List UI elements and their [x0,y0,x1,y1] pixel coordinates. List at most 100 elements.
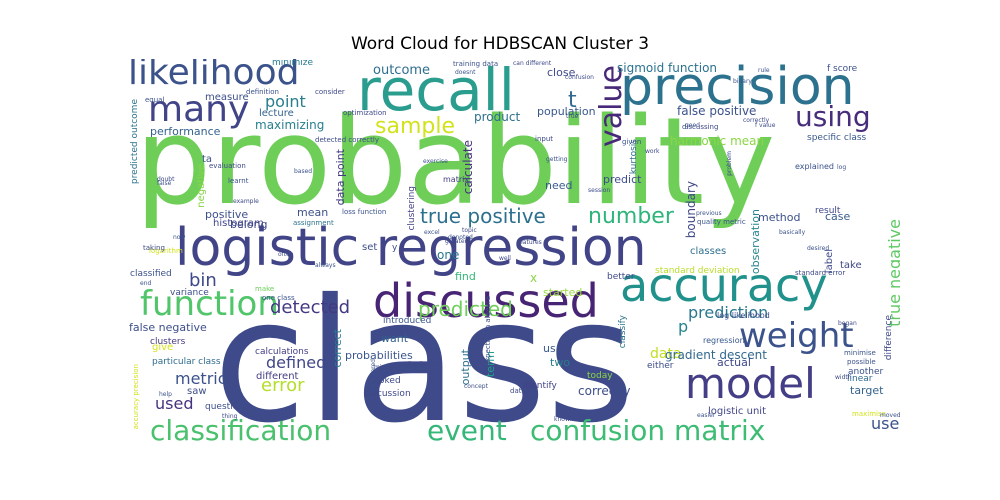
cloud-word: false negative [129,321,207,334]
cloud-word: session [588,187,611,194]
cloud-word: distribution [406,361,441,368]
cloud-word: moved [880,412,900,419]
cloud-word: variance [170,288,209,298]
cloud-word: getting [546,156,568,163]
cloud-word: using [795,100,871,133]
cloud-word: today [587,371,613,381]
cloud-word: predicted outcome [130,99,140,185]
cloud-word: clusters [150,337,186,347]
cloud-word: optimization [343,109,387,117]
cloud-word: help [159,391,172,398]
cloud-word: performance [150,125,221,138]
cloud-word: find [455,270,476,283]
cloud-word: correct [331,329,344,368]
cloud-word: doubt [157,176,175,183]
cloud-word: event [427,414,507,447]
cloud-word: correctly [743,117,770,124]
cloud-word: precision [620,59,855,117]
cloud-word: work [645,148,660,155]
cloud-word: p [678,317,689,336]
cloud-word: width [835,374,852,381]
cloud-word: introduced [383,316,432,326]
cloud-word: number [588,204,674,229]
cloud-word: given [622,138,642,146]
cloud-word: logistic unit [708,406,766,417]
cloud-word: often [278,251,294,258]
cloud-word: classification [150,414,332,447]
cloud-word: identify [523,381,557,391]
cloud-word: classify [618,315,628,349]
cloud-word: equal [145,96,165,104]
cloud-word: x [530,271,538,285]
cloud-word: greater [445,238,468,245]
cloud-word: started [543,286,583,299]
cloud-word: harmonic mean [670,134,765,148]
cloud-word: problem [726,151,733,176]
cloud-word: saw [187,386,207,397]
cloud-word: result [815,206,841,216]
cloud-word: doesnt [455,69,476,76]
cloud-word: confusion [565,74,594,81]
cloud-word: now [173,234,186,241]
cloud-word: t [568,88,577,113]
cloud-word: many [148,89,250,130]
cloud-word: good [685,122,700,129]
cloud-word: accuracy precision [132,364,140,430]
cloud-word: consider [315,88,345,96]
cloud-word: gradient descent [665,348,767,362]
cloud-word: difference [884,315,894,361]
cloud-word: method [758,211,801,224]
cloud-word: calculate [461,140,475,195]
cloud-word: rule [758,67,770,74]
cloud-word: end [140,280,152,287]
cloud-word: minimize [272,59,314,68]
cloud-word: well [499,255,511,262]
cloud-word: ta [202,154,213,165]
cloud-word: basically [779,229,806,236]
cloud-word: calculations [255,347,309,357]
cloud-word: always [315,262,336,269]
cloud-word: true negative [885,219,900,327]
cloud-word: better [607,272,635,282]
cloud-word: lp [331,380,337,387]
chart-title: Word Cloud for HDBSCAN Cluster 3 [350,34,650,54]
cloud-word: concept [464,383,488,390]
cloud-word: excel [424,229,440,236]
cloud-word: accuracy [620,258,828,312]
word-cloud: class probability logistic regression recal… [125,59,900,447]
cloud-word: need [545,179,573,192]
cloud-word: regression [703,336,745,345]
cloud-word: input [535,135,554,143]
cloud-word: false [157,180,172,187]
cloud-word: logarithm [149,247,183,255]
cloud-word: output [459,349,472,386]
cloud-word: one [437,248,460,262]
cloud-word: defined [266,353,327,372]
cloud-word: dataset [510,387,537,395]
cloud-word: discussed [373,274,599,328]
cloud-word: population [537,105,596,118]
cloud-word: logistic regression [175,218,647,278]
cloud-word: classified [130,269,172,279]
cloud-word: sigmoid function [617,61,718,75]
cloud-word: previous [696,210,722,217]
cloud-word: bin [189,270,217,291]
cloud-word: learnt [228,177,249,185]
cloud-word: maximise [852,410,886,418]
cloud-word: features [517,239,542,246]
cloud-word: close [547,66,576,79]
cloud-word: prediction [688,303,769,322]
cloud-word: desired [807,245,830,252]
cloud-word: data point [334,149,347,206]
cloud-word: point [265,92,306,111]
cloud-word: explained [795,162,835,171]
cloud-word: exercise [423,158,448,165]
cloud-word: correctly [578,384,631,398]
cloud-word: easier [697,412,716,419]
cloud-word: function [140,284,279,324]
cloud-word: predict [603,173,642,186]
cloud-word: f score [827,64,858,74]
cloud-word: target [850,384,884,397]
cloud-word: another [848,367,884,377]
cloud-word: give [152,342,174,353]
